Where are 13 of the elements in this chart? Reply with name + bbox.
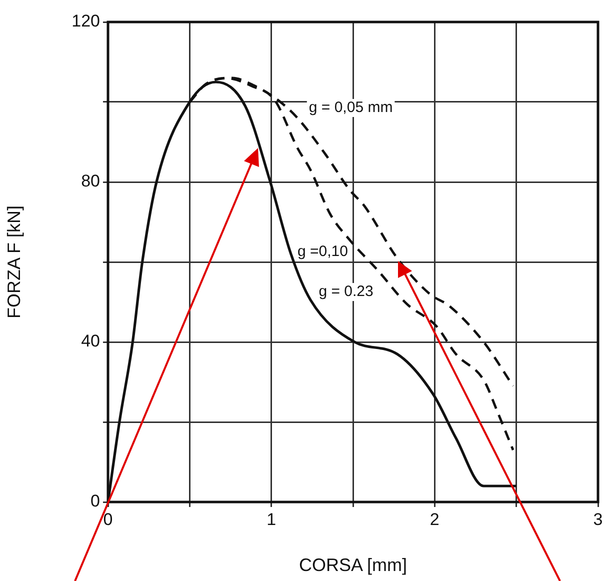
y-tick-label: 0 (90, 492, 100, 511)
y-tick-label: 120 (72, 12, 100, 31)
x-tick-label: 2 (430, 510, 440, 529)
series-label: g = 0,05 mm (308, 99, 393, 116)
x-tick-label: 3 (593, 510, 603, 529)
x-tick-label: 1 (266, 510, 276, 529)
x-tick-label: 0 (103, 510, 113, 529)
y-tick-label: 80 (81, 172, 100, 191)
y-axis-title: FORZA F [kN] (4, 205, 24, 319)
y-tick-label: 40 (81, 332, 100, 351)
series-label: g =0,10 (297, 243, 348, 260)
series-label: g = 0.23 (318, 283, 374, 300)
x-axis-title: CORSA [mm] (298, 555, 408, 576)
